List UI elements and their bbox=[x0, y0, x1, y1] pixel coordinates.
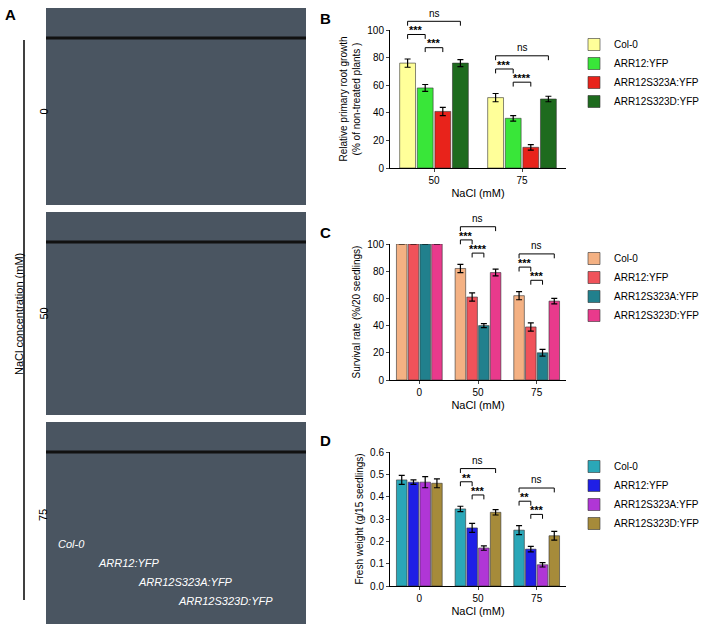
svg-text:50: 50 bbox=[428, 175, 440, 186]
svg-text:***: *** bbox=[497, 59, 511, 71]
svg-text:Survival rate (%/20 seedlings): Survival rate (%/20 seedlings) bbox=[351, 246, 362, 379]
svg-text:40: 40 bbox=[373, 320, 385, 331]
svg-text:ARR12S323D:YFP: ARR12S323D:YFP bbox=[614, 518, 699, 529]
svg-text:NaCl concentration (mM): NaCl concentration (mM) bbox=[13, 253, 25, 375]
svg-text:ARR12S323D:YFP: ARR12S323D:YFP bbox=[614, 96, 699, 107]
svg-text:0.5: 0.5 bbox=[370, 469, 384, 480]
svg-text:Relative primary root growth(%: Relative primary root growth(% of non-tr… bbox=[338, 36, 362, 161]
svg-text:0.4: 0.4 bbox=[370, 491, 384, 502]
svg-text:50: 50 bbox=[472, 593, 484, 604]
svg-text:***: *** bbox=[409, 24, 423, 36]
svg-text:0.1: 0.1 bbox=[370, 558, 384, 569]
svg-text:**: ** bbox=[462, 472, 471, 484]
svg-text:Col-0: Col-0 bbox=[614, 253, 638, 264]
svg-text:ARR12S323A:YFP: ARR12S323A:YFP bbox=[614, 291, 699, 302]
svg-text:100: 100 bbox=[367, 239, 384, 250]
svg-text:B: B bbox=[320, 10, 331, 27]
svg-text:ARR12:YFP: ARR12:YFP bbox=[614, 272, 669, 283]
svg-text:ARR12S323A:YFP: ARR12S323A:YFP bbox=[614, 499, 699, 510]
svg-text:***: *** bbox=[427, 37, 441, 49]
svg-text:ns: ns bbox=[531, 240, 542, 251]
svg-text:75: 75 bbox=[531, 387, 543, 398]
svg-text:75: 75 bbox=[531, 593, 543, 604]
svg-text:60: 60 bbox=[373, 293, 385, 304]
svg-text:***: *** bbox=[459, 230, 473, 242]
svg-text:ns: ns bbox=[429, 8, 440, 19]
svg-text:ARR12S323D:YFP: ARR12S323D:YFP bbox=[614, 310, 699, 321]
svg-text:ARR12S323A:YFP: ARR12S323A:YFP bbox=[614, 77, 699, 88]
svg-text:ARR12:YFP: ARR12:YFP bbox=[614, 58, 669, 69]
svg-text:80: 80 bbox=[373, 52, 385, 63]
svg-text:Col-0: Col-0 bbox=[58, 538, 85, 550]
svg-text:ns: ns bbox=[472, 213, 483, 224]
svg-text:0.3: 0.3 bbox=[370, 514, 384, 525]
svg-text:40: 40 bbox=[373, 107, 385, 118]
svg-text:Col-0: Col-0 bbox=[614, 39, 638, 50]
svg-text:20: 20 bbox=[373, 135, 385, 146]
svg-text:***: *** bbox=[518, 257, 532, 269]
svg-text:ARR12:YFP: ARR12:YFP bbox=[614, 480, 669, 491]
svg-text:****: **** bbox=[513, 72, 531, 84]
svg-text:NaCl (mM): NaCl (mM) bbox=[451, 187, 504, 199]
svg-text:***: *** bbox=[530, 504, 544, 516]
svg-text:ARR12S323A:YFP: ARR12S323A:YFP bbox=[138, 576, 233, 588]
svg-text:Col-0: Col-0 bbox=[614, 461, 638, 472]
svg-text:C: C bbox=[320, 224, 331, 241]
svg-text:ns: ns bbox=[531, 474, 542, 485]
svg-text:NaCl (mM): NaCl (mM) bbox=[451, 605, 504, 617]
svg-text:0: 0 bbox=[417, 387, 423, 398]
svg-text:ns: ns bbox=[517, 42, 528, 53]
svg-text:75: 75 bbox=[516, 175, 528, 186]
svg-text:0.0: 0.0 bbox=[370, 581, 384, 592]
svg-text:ns: ns bbox=[472, 455, 483, 466]
svg-text:ARR12:YFP: ARR12:YFP bbox=[98, 557, 160, 569]
svg-text:100: 100 bbox=[367, 25, 384, 36]
svg-text:Fresh weight (g/15 seedlings): Fresh weight (g/15 seedlings) bbox=[354, 453, 365, 584]
svg-text:75: 75 bbox=[37, 509, 49, 521]
svg-text:0: 0 bbox=[378, 375, 384, 386]
svg-text:0: 0 bbox=[417, 593, 423, 604]
svg-text:60: 60 bbox=[373, 80, 385, 91]
svg-text:0: 0 bbox=[38, 108, 50, 114]
svg-text:80: 80 bbox=[373, 266, 385, 277]
svg-text:0.6: 0.6 bbox=[370, 447, 384, 458]
svg-text:ARR12S323D:YFP: ARR12S323D:YFP bbox=[178, 595, 273, 607]
svg-text:0.2: 0.2 bbox=[370, 536, 384, 547]
svg-text:50: 50 bbox=[472, 387, 484, 398]
svg-text:***: *** bbox=[530, 270, 544, 282]
svg-text:NaCl (mM): NaCl (mM) bbox=[451, 399, 504, 411]
svg-text:D: D bbox=[320, 432, 331, 449]
svg-text:20: 20 bbox=[373, 347, 385, 358]
svg-text:0: 0 bbox=[378, 163, 384, 174]
svg-text:***: *** bbox=[471, 485, 485, 497]
svg-text:A: A bbox=[5, 6, 16, 23]
svg-text:**: ** bbox=[520, 491, 529, 503]
svg-text:****: **** bbox=[469, 243, 487, 255]
svg-text:50: 50 bbox=[38, 307, 50, 319]
